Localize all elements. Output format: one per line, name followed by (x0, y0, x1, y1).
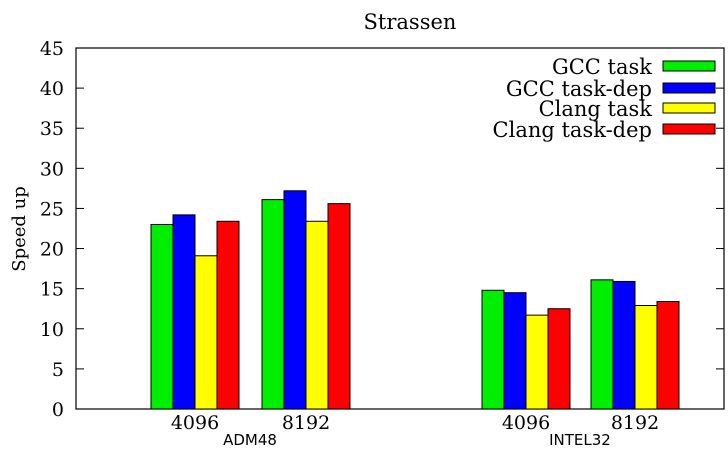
y-tick-label: 20 (40, 239, 64, 261)
y-tick-label: 15 (40, 279, 64, 301)
x-tick-label: 8192 (611, 412, 659, 434)
bar-gcc-task (261, 199, 285, 410)
group-label: ADM48 (223, 431, 277, 449)
legend-swatch (662, 82, 716, 94)
bar-clang-task (634, 305, 658, 410)
bar-gcc-task (150, 223, 174, 410)
y-tick-label: 0 (52, 399, 64, 421)
bar-clang-task (194, 255, 218, 410)
legend-swatch (662, 60, 716, 72)
y-tick-label: 45 (40, 38, 64, 60)
bar-gcc-task-dep (172, 214, 196, 410)
bar-clang-task (525, 314, 549, 410)
y-tick-label: 35 (40, 118, 64, 140)
bar-clang-task-dep (216, 220, 240, 410)
y-tick-label: 10 (40, 319, 64, 341)
bar-gcc-task-dep (612, 280, 636, 410)
legend-label: Clang task-dep (493, 118, 652, 142)
legend-swatch (662, 123, 716, 135)
bars (150, 190, 680, 410)
bar-clang-task-dep (547, 308, 571, 410)
x-tick-label: 8192 (282, 412, 330, 434)
y-axis-label: Speed up (9, 186, 30, 272)
y-axis: 0 5 10 15 20 25 30 35 40 45 (40, 38, 724, 421)
y-tick-label: 40 (40, 78, 64, 100)
bar-gcc-task (590, 279, 614, 410)
chart-title: Strassen (364, 10, 457, 34)
y-tick-label: 30 (40, 158, 64, 180)
legend-swatch (662, 102, 716, 114)
bar-clang-task (305, 220, 329, 410)
bar-clang-task-dep (656, 301, 680, 410)
legend-label: GCC task-dep (506, 77, 652, 101)
x-tick-label: 4096 (502, 412, 550, 434)
legend-label: GCC task (552, 55, 652, 79)
x-tick-label: 4096 (171, 412, 219, 434)
plot-frame (75, 47, 725, 410)
bar-gcc-task-dep (503, 292, 527, 410)
bar-gcc-task-dep (283, 190, 307, 410)
y-tick-label: 25 (40, 198, 64, 220)
y-tick-label: 5 (52, 359, 64, 381)
bar-gcc-task (481, 289, 505, 410)
legend-label: Clang task (539, 97, 653, 121)
group-label: INTEL32 (549, 431, 611, 449)
bar-clang-task-dep (327, 203, 351, 410)
